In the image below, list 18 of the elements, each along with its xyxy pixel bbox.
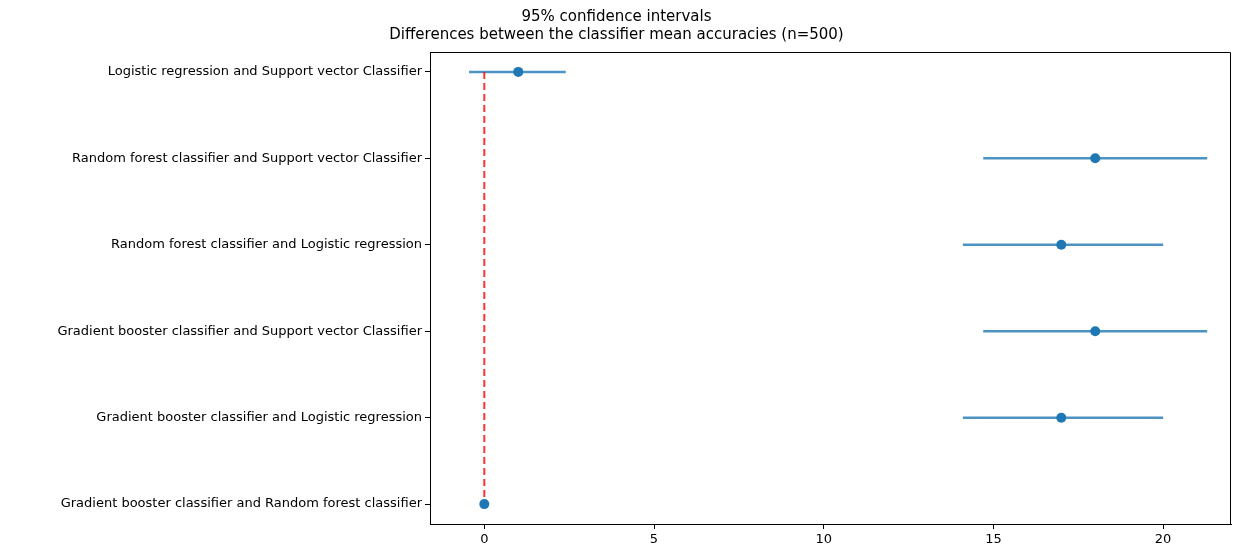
y-tick-label: Gradient booster classifier and Logistic regression [96,409,422,425]
y-tick-label: Random forest classifier and Logistic regression [111,236,422,252]
x-tick-label: 15 [985,531,1002,547]
point [513,66,524,77]
point [1056,239,1067,250]
y-tick-label: Gradient booster classifier and Support vector Classifier [57,322,423,338]
point [1056,412,1067,423]
y-tick-label: Gradient booster classifier and Random forest classifier [60,495,423,511]
x-tick-label: 20 [1154,531,1172,547]
point [1090,153,1101,164]
point [479,499,490,510]
y-tick-label: Random forest classifier and Support vector Classifier [72,149,423,165]
x-tick-label: 5 [649,531,659,547]
y-tick-label: Logistic regression and Support vector Classifier [107,63,423,79]
x-tick-label: 10 [815,531,832,547]
chart-title: 95% confidence intervals Differences between the classifier mean accuracies (n=500) [389,6,844,43]
point [1090,326,1101,337]
x-tick-label: 0 [480,531,489,547]
